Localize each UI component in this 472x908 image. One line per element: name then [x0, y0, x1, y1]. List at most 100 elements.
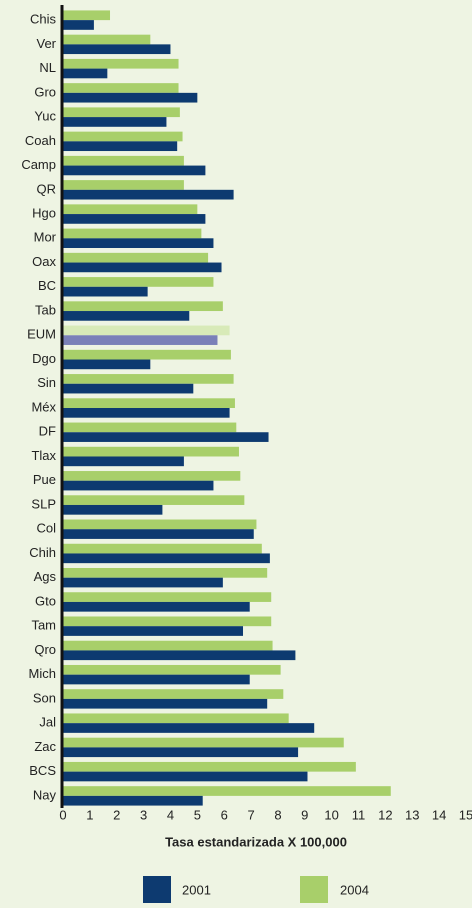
bar	[63, 58, 179, 69]
bar	[63, 504, 163, 515]
x-tick-label: 13	[405, 807, 419, 822]
x-tick-label: 5	[194, 807, 201, 822]
y-tick-label: EUM	[27, 327, 56, 342]
bar	[63, 747, 299, 758]
bar	[63, 349, 231, 360]
bar	[63, 422, 237, 433]
x-tick-label: 12	[378, 807, 392, 822]
y-tick-label: BC	[38, 278, 56, 293]
bar	[63, 204, 198, 215]
bar	[63, 495, 245, 505]
bar	[63, 165, 206, 176]
y-tick-label: Jal	[39, 715, 56, 730]
bar	[63, 107, 180, 118]
y-tick-label: Zac	[34, 739, 56, 754]
y-tick-label: Camp	[21, 157, 56, 172]
x-tick-label: 1	[86, 807, 93, 822]
y-tick-label: Mich	[29, 666, 56, 681]
bar	[63, 311, 190, 321]
y-tick-label: SLP	[31, 496, 56, 511]
bar	[63, 664, 281, 675]
x-tick-label: 6	[221, 807, 228, 822]
bar	[63, 761, 356, 772]
bar	[63, 286, 148, 297]
y-tick-label: Gro	[34, 84, 56, 99]
bar	[63, 737, 344, 748]
x-tick-label: 11	[352, 807, 366, 822]
y-tick-label: Pue	[33, 472, 56, 487]
x-tick-label: 15	[459, 807, 472, 822]
bar	[63, 456, 184, 467]
bar	[63, 713, 289, 724]
bar	[63, 383, 194, 394]
bar	[63, 10, 111, 21]
bar	[63, 180, 184, 190]
y-tick-label: Dgo	[32, 351, 56, 366]
y-tick-label: Coah	[25, 133, 56, 148]
x-tick-label: 10	[324, 807, 338, 822]
y-tick-label: Chis	[30, 12, 57, 27]
y-tick-label: DF	[39, 424, 56, 439]
y-tick-label: Qro	[34, 642, 56, 657]
bar	[63, 359, 151, 370]
bar	[63, 432, 269, 442]
y-tick-label: Hgo	[32, 205, 56, 220]
bar	[63, 543, 262, 554]
y-tick-label: Ags	[34, 569, 57, 584]
bar	[63, 20, 94, 30]
y-tick-label: Tab	[35, 302, 56, 317]
y-tick-label: Oax	[32, 254, 56, 269]
y-tick-label: Col	[36, 521, 56, 536]
bar	[63, 238, 214, 248]
y-tick-label: Son	[33, 690, 56, 705]
bar	[63, 480, 214, 491]
bar	[63, 301, 223, 312]
legend-swatch	[300, 876, 328, 903]
bar	[63, 277, 214, 287]
bar	[63, 68, 108, 79]
x-axis-label: Tasa estandarizada X 100,000	[165, 834, 347, 849]
bar	[63, 786, 391, 796]
bar	[63, 446, 239, 457]
y-tick-label: Tam	[31, 618, 56, 633]
x-tick-label: 8	[274, 807, 281, 822]
bar	[63, 640, 273, 651]
x-tick-label: 2	[113, 807, 120, 822]
x-tick-label: 7	[247, 807, 254, 822]
y-tick-label: BCS	[29, 763, 56, 778]
bar	[63, 601, 250, 612]
y-tick-label: Mor	[34, 230, 57, 245]
bar	[63, 92, 198, 103]
bar	[63, 529, 254, 539]
bar	[63, 616, 272, 627]
bar	[63, 335, 218, 345]
bar	[63, 141, 178, 152]
y-tick-label: Gto	[35, 593, 56, 608]
x-tick-label: 14	[432, 807, 446, 822]
bar	[63, 674, 250, 685]
bar	[63, 650, 296, 661]
bar	[63, 214, 206, 224]
legend-label: 2001	[182, 882, 211, 897]
bar	[63, 795, 203, 806]
bar	[63, 34, 151, 45]
bar	[63, 131, 183, 142]
bar	[63, 698, 268, 709]
bar	[63, 262, 222, 273]
y-tick-label: Tlax	[31, 448, 56, 463]
bar	[63, 471, 241, 481]
bar	[63, 44, 171, 55]
y-tick-label: Yuc	[34, 109, 56, 124]
legend-label: 2004	[340, 882, 369, 897]
legend-swatch	[143, 876, 171, 903]
y-tick-label: Méx	[31, 399, 56, 414]
y-tick-label: Nay	[33, 787, 57, 802]
y-tick-label: QR	[37, 181, 57, 196]
bar	[63, 228, 202, 239]
bar	[63, 626, 244, 636]
bar	[63, 252, 209, 263]
bar	[63, 553, 270, 564]
bar	[63, 325, 230, 336]
bar	[63, 117, 167, 127]
